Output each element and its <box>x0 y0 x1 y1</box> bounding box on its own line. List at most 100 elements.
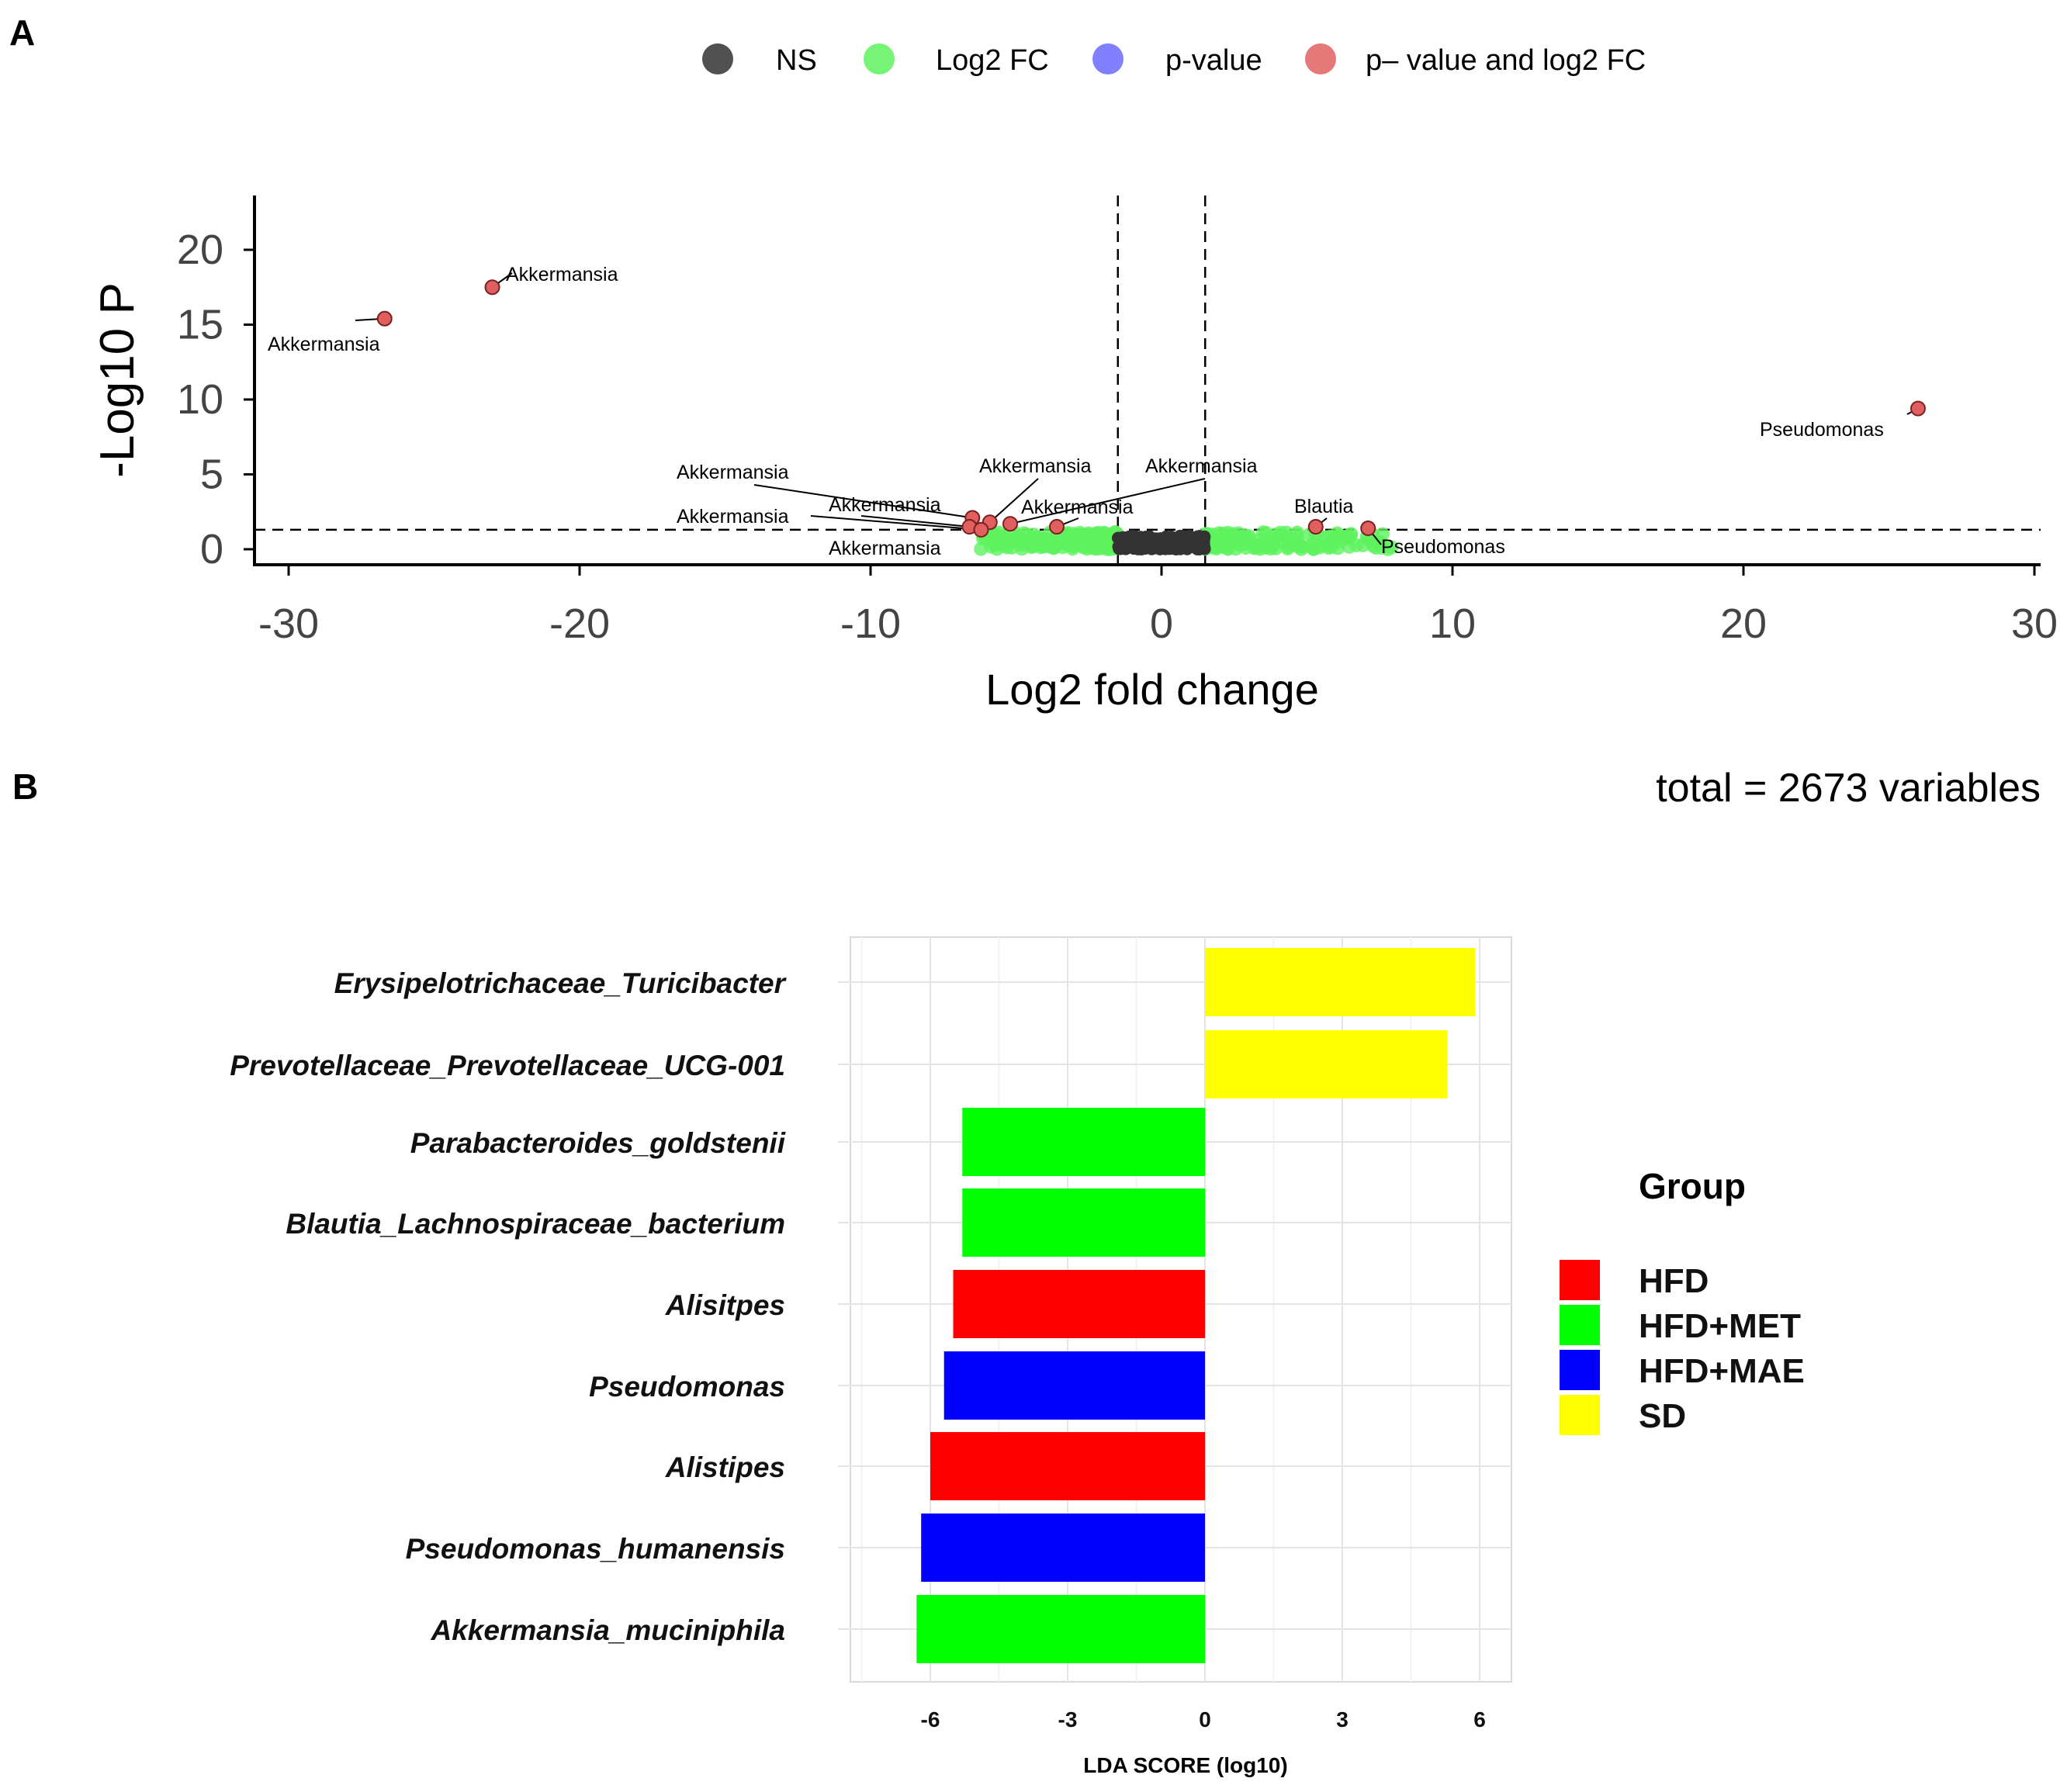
volcano-y-tick-label: 20 <box>177 227 223 273</box>
lda-category-label: Parabacteroides_goldstenii <box>410 1127 786 1159</box>
lda-bars <box>916 948 1476 1663</box>
volcano-point-cloud <box>974 524 1399 556</box>
significant-point <box>1360 520 1376 536</box>
volcano-x-tick-label: 20 <box>1720 600 1767 647</box>
legend-ns-marker <box>702 43 733 74</box>
lda-bar <box>962 1188 1205 1257</box>
lda-category-label: Erysipelotrichaceae_Turicibacter <box>334 967 788 999</box>
fc-point <box>1096 533 1111 548</box>
significant-point <box>1910 400 1926 417</box>
volcano-reference-lines <box>254 195 2041 565</box>
ns-point <box>1165 542 1178 555</box>
lda-bar <box>943 1351 1205 1420</box>
volcano-x-axis-title: Log2 fold change <box>985 665 1319 714</box>
legend-log2fc-marker <box>864 43 895 74</box>
volcano-annotations: Akkermansia Akkermansia Pseudomonas Akke… <box>268 264 1884 559</box>
annotation-label: Akkermansia <box>1145 455 1258 477</box>
volcano-y-tick-label: 10 <box>177 376 223 423</box>
lda-legend-swatch <box>1560 1350 1600 1390</box>
legend-ns-label: NS <box>776 44 817 77</box>
significant-point <box>484 279 500 296</box>
volcano-y-tick-label: 0 <box>200 526 223 573</box>
panel-b-label: B <box>12 766 38 807</box>
annotation-label: Akkermansia <box>677 506 789 528</box>
lda-legend-label: HFD <box>1639 1262 1709 1300</box>
volcano-y-axis-title: -Log10 P <box>91 282 144 478</box>
fc-point <box>1067 527 1082 541</box>
lda-category-label: Prevotellaceae_Prevotellaceae_UCG-001 <box>230 1050 785 1081</box>
lda-category-labels: Erysipelotrichaceae_Turicibacter Prevotel… <box>230 967 787 1646</box>
lda-x-tick-label: 3 <box>1336 1707 1349 1731</box>
lda-bar <box>930 1432 1205 1500</box>
legend-pvalue-label: p-value <box>1165 44 1262 77</box>
lda-legend-items: HFD HFD+MET HFD+MAE SD <box>1560 1260 1805 1435</box>
lda-x-tick-label: 6 <box>1473 1707 1486 1731</box>
lda-legend: Group HFD HFD+MET HFD+MAE SD <box>1560 1166 1805 1435</box>
fc-point <box>994 538 1009 552</box>
volcano-x-tick-label: 30 <box>2011 600 2058 647</box>
legend-log2fc-label: Log2 FC <box>936 44 1049 77</box>
lda-category-label: Alistipes <box>665 1451 785 1483</box>
panel-a-label: A <box>9 12 35 53</box>
fc-point <box>1290 525 1304 540</box>
lda-x-ticks: -6 -3 0 3 6 <box>921 1707 1486 1731</box>
volcano-legend: NS Log2 FC p-value p– value and log2 FC <box>702 43 1646 77</box>
fc-point <box>1242 533 1257 548</box>
lda-legend-swatch <box>1560 1260 1600 1300</box>
legend-both-marker <box>1305 43 1336 74</box>
lda-x-tick-label: -3 <box>1058 1707 1078 1731</box>
annotation-label: Akkermansia <box>979 455 1092 477</box>
annotation-label: Akkermansia <box>829 538 941 559</box>
lda-category-label: Pseudomonas_humanensis <box>406 1533 785 1565</box>
annotation-label: Akkermansia <box>506 264 618 285</box>
volcano-x-tick-label: -10 <box>840 600 901 647</box>
label-connector <box>810 515 982 531</box>
significant-point <box>1002 516 1018 532</box>
volcano-x-tick-label: 0 <box>1150 600 1173 647</box>
lda-category-label: Blautia_Lachnospiraceae_bacterium <box>286 1208 785 1240</box>
volcano-label-connectors <box>355 272 1919 545</box>
lda-legend-swatch <box>1560 1395 1600 1435</box>
lda-legend-swatch <box>1560 1305 1600 1345</box>
ns-point <box>1114 535 1127 548</box>
ns-point <box>1191 542 1204 555</box>
fc-point <box>1212 526 1227 541</box>
ns-point <box>1183 534 1196 548</box>
significant-point <box>376 310 393 327</box>
lda-legend-label: HFD+MET <box>1639 1307 1801 1345</box>
annotation-label: Akkermansia <box>1021 496 1134 518</box>
fc-point <box>1253 541 1268 556</box>
lda-legend-label: HFD+MAE <box>1639 1352 1805 1390</box>
fc-point <box>1290 538 1304 553</box>
lda-bar <box>1205 948 1476 1016</box>
volcano-ticks: -30 -20 -10 0 10 20 30 0 5 10 15 20 <box>177 227 2058 647</box>
annotation-label: Akkermansia <box>829 494 941 516</box>
ns-point <box>1129 541 1142 555</box>
volcano-caption: total = 2673 variables <box>1656 766 2041 811</box>
lda-category-label: Akkermansia_muciniphila <box>430 1614 785 1646</box>
lda-category-label: Pseudomonas <box>589 1371 785 1403</box>
volcano-highlighted-points <box>376 279 1926 538</box>
label-connector <box>1009 478 1206 525</box>
fc-point <box>1037 538 1052 553</box>
fc-point <box>1312 540 1327 555</box>
lda-legend-label: SD <box>1639 1397 1686 1435</box>
fc-point <box>1264 538 1279 553</box>
lda-bar <box>916 1595 1205 1663</box>
label-connector <box>860 515 970 528</box>
significant-point <box>973 521 989 538</box>
ns-point <box>1141 534 1155 548</box>
lda-bar <box>962 1108 1205 1176</box>
fc-point <box>1272 525 1287 540</box>
legend-pvalue-marker <box>1092 43 1124 74</box>
lda-x-axis-title: LDA SCORE (log10) <box>1083 1753 1287 1777</box>
lda-bar <box>921 1514 1205 1582</box>
volcano-plot: NS Log2 FC p-value p– value and log2 FC … <box>91 43 2058 811</box>
volcano-x-tick-label: -20 <box>549 600 610 647</box>
fc-point <box>1374 540 1389 555</box>
volcano-y-tick-label: 5 <box>200 451 223 498</box>
lda-x-tick-label: -6 <box>921 1707 940 1731</box>
volcano-y-tick-label: 15 <box>177 302 223 348</box>
label-connector <box>989 478 1039 524</box>
